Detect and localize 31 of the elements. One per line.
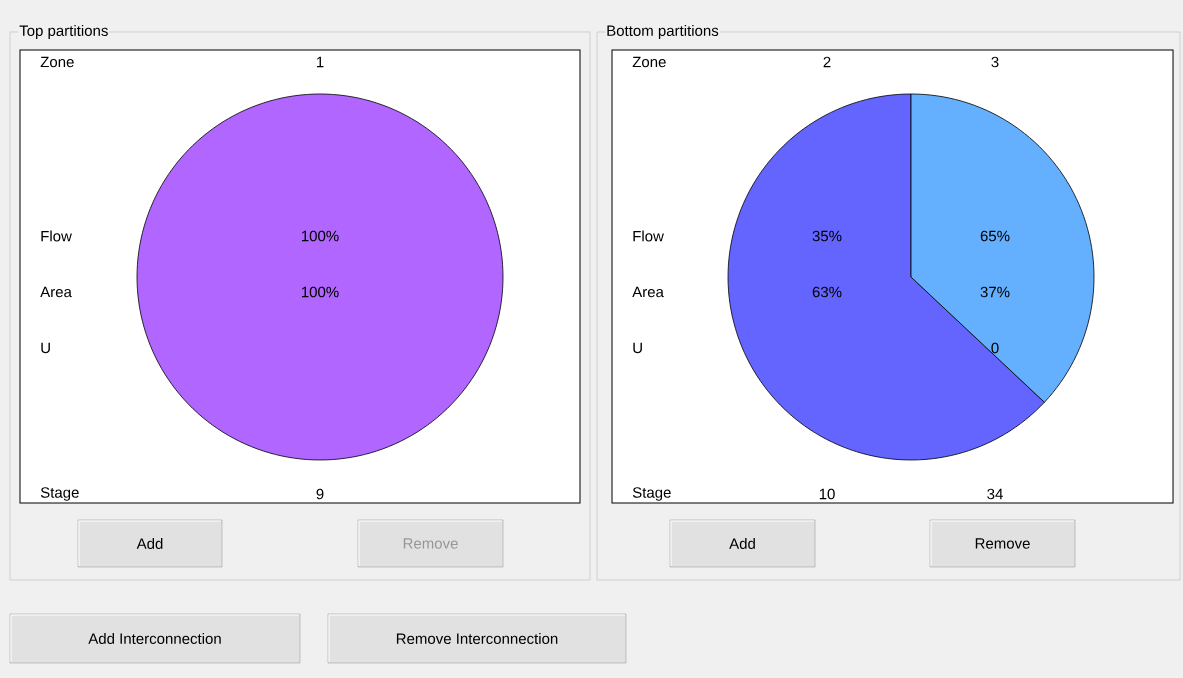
slice-label: 3 (991, 56, 999, 68)
text: Stage (632, 487, 671, 501)
data-label: 63% (812, 286, 842, 298)
data-label: 37% (980, 286, 1010, 298)
text: U (41, 342, 50, 354)
text: Zone (40, 56, 74, 68)
text: 35% (812, 230, 842, 242)
text: 10 (819, 488, 835, 500)
text: Remove (975, 538, 1030, 549)
text: U (633, 342, 642, 354)
text: Add Interconnection (88, 632, 221, 644)
text: 0 (991, 342, 999, 354)
data-label: 100% (301, 286, 339, 298)
text: 100% (301, 230, 339, 242)
text: Remove (403, 538, 458, 549)
chart-title: Top partitions (19, 25, 108, 39)
text: Zone (632, 56, 666, 68)
text: 9 (316, 488, 324, 500)
chart-title: Bottom partitions (607, 25, 719, 39)
text: 34 (987, 488, 1003, 500)
text: Add (136, 537, 163, 549)
text: Area (632, 286, 664, 298)
text: Area (40, 286, 72, 298)
slice-label: 2 (823, 56, 831, 68)
text: Add (729, 537, 755, 549)
text: 65% (980, 230, 1010, 242)
slice-label: 1 (316, 56, 324, 68)
text: Flow (41, 230, 72, 242)
text: Stage (40, 487, 79, 501)
text: Flow (633, 230, 664, 242)
text: Remove Interconnection (396, 632, 558, 644)
